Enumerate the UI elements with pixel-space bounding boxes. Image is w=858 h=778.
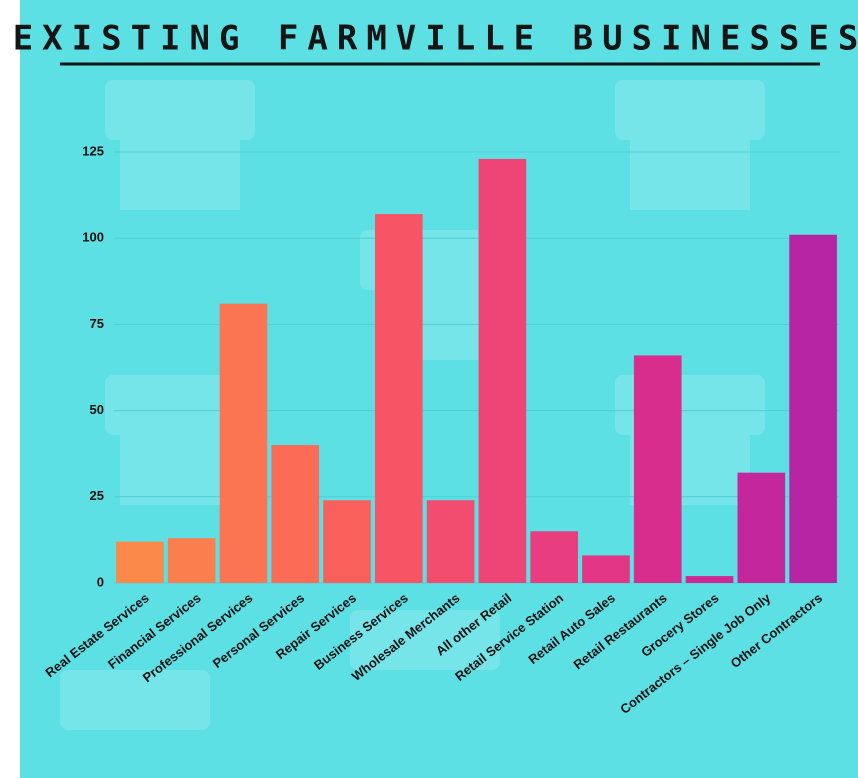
bar — [323, 500, 371, 583]
bar — [789, 234, 837, 583]
bar — [271, 445, 320, 583]
bar — [167, 538, 216, 583]
y-tick-label: 0 — [97, 574, 104, 589]
y-tick-label: 25 — [90, 488, 104, 503]
bar — [219, 303, 268, 583]
bar — [375, 214, 423, 583]
y-tick-label: 75 — [90, 316, 104, 331]
bar — [116, 541, 164, 583]
bar — [530, 531, 578, 583]
bar — [633, 355, 682, 583]
bar — [737, 472, 786, 583]
bar — [478, 158, 527, 583]
chart-title: EXISTING FARMVILLE BUSINESSES — [13, 19, 858, 59]
bar — [685, 576, 734, 583]
bar — [582, 555, 630, 583]
bar — [426, 500, 475, 583]
y-tick-label: 50 — [90, 402, 104, 417]
y-tick-label: 100 — [82, 230, 104, 245]
y-tick-label: 125 — [82, 143, 104, 158]
